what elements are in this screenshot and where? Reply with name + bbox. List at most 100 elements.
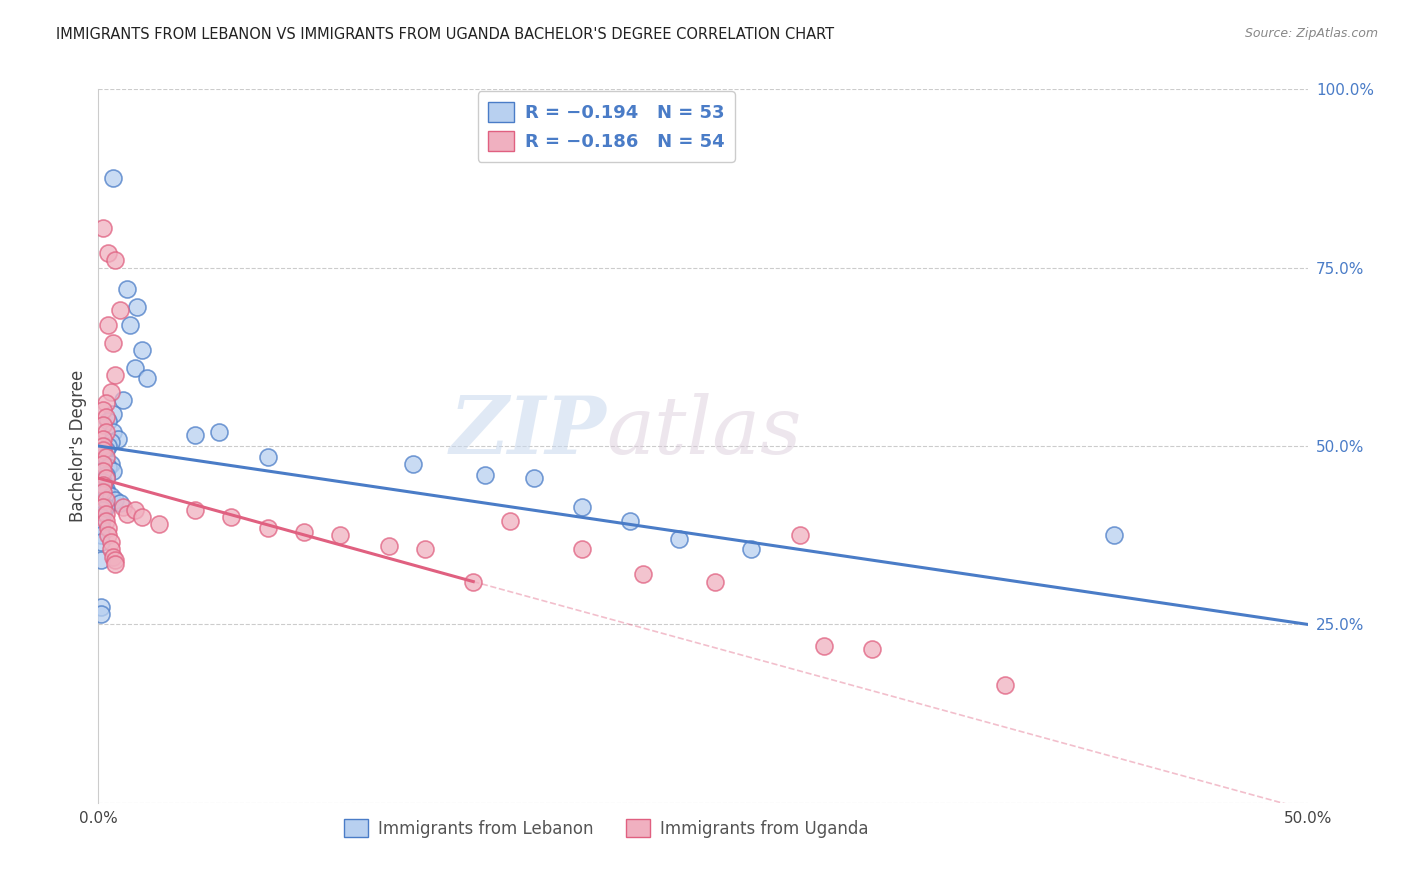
Point [402,457,425,471]
Point [97,460,120,475]
Point [256,521,278,535]
Point [91,485,114,500]
Point [91,464,114,478]
Point [571,500,593,514]
Point [100,535,122,549]
Point [104,492,127,507]
Point [91,457,114,471]
Point [668,532,690,546]
Point [91,446,114,460]
Point [91,500,114,514]
Point [124,360,146,375]
Point [97,528,120,542]
Point [91,403,114,417]
Point [97,521,120,535]
Text: atlas: atlas [606,393,801,470]
Point [619,514,641,528]
Point [292,524,315,539]
Point [631,567,654,582]
Point [94,453,117,467]
Point [91,417,114,432]
Point [127,300,149,314]
Point [523,471,546,485]
Point [100,542,122,557]
Point [91,478,114,492]
Point [108,496,131,510]
Point [97,439,120,453]
Point [94,467,117,482]
Point [94,492,117,507]
Point [135,371,157,385]
Point [104,368,127,382]
Text: IMMIGRANTS FROM LEBANON VS IMMIGRANTS FROM UGANDA BACHELOR'S DEGREE CORRELATION : IMMIGRANTS FROM LEBANON VS IMMIGRANTS FR… [56,27,834,42]
Point [101,464,124,478]
Y-axis label: Bachelor's Degree: Bachelor's Degree [69,370,87,522]
Point [104,553,127,567]
Point [90,607,112,621]
Point [91,450,114,464]
Text: Source: ZipAtlas.com: Source: ZipAtlas.com [1244,27,1378,40]
Point [90,514,112,528]
Point [100,489,122,503]
Point [94,410,117,425]
Point [117,282,139,296]
Point [704,574,727,589]
Point [131,510,153,524]
Point [90,553,112,567]
Point [131,343,153,357]
Point [571,542,593,557]
Point [94,507,117,521]
Point [97,246,120,260]
Point [101,407,124,421]
Point [94,471,117,485]
Point [97,414,120,428]
Point [94,442,117,457]
Point [94,471,117,485]
Point [148,517,170,532]
Point [94,500,117,514]
Point [91,507,114,521]
Point [124,503,146,517]
Point [90,599,112,614]
Point [994,678,1017,692]
Point [94,485,117,500]
Point [91,432,114,446]
Point [413,542,436,557]
Point [377,539,399,553]
Point [94,425,117,439]
Point [94,514,117,528]
Point [1102,528,1125,542]
Point [94,396,117,410]
Point [91,503,114,517]
Point [740,542,762,557]
Point [91,221,114,235]
Point [221,510,243,524]
Point [184,503,207,517]
Point [91,478,114,492]
Point [208,425,231,439]
Point [860,642,883,657]
Point [90,528,112,542]
Text: ZIP: ZIP [450,393,606,470]
Point [104,557,127,571]
Point [463,574,485,589]
Point [91,442,114,457]
Point [90,535,112,549]
Point [474,467,496,482]
Point [90,521,112,535]
Point [94,482,117,496]
Point [256,450,278,464]
Point [329,528,352,542]
Point [107,432,129,446]
Point [813,639,835,653]
Point [91,475,114,489]
Point [94,450,117,464]
Point [104,253,127,268]
Point [117,507,139,521]
Point [108,303,131,318]
Point [100,435,122,450]
Point [100,385,122,400]
Point [111,500,134,514]
Legend: Immigrants from Lebanon, Immigrants from Uganda: Immigrants from Lebanon, Immigrants from… [337,813,875,845]
Point [101,425,124,439]
